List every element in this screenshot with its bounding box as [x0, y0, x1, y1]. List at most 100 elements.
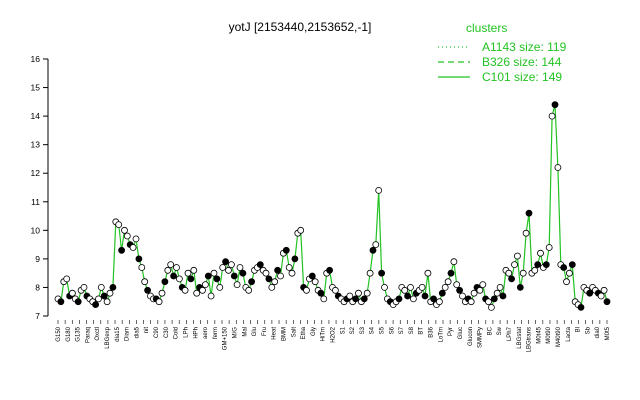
data-point [201, 281, 209, 289]
y-tick-label: 9 [35, 254, 40, 264]
y-axis: 7 8 9 10 11 12 13 14 15 16 [31, 54, 48, 321]
data-point [467, 298, 475, 306]
data-point [63, 275, 71, 283]
data-point [320, 295, 328, 303]
data-point [375, 186, 383, 194]
data-point [118, 246, 125, 254]
data-point [395, 295, 403, 303]
data-point [369, 246, 377, 254]
data-point [496, 283, 504, 291]
data-point [537, 249, 544, 257]
legend-entry-a1143: A1143 size: 119 [482, 40, 567, 54]
data-point [603, 298, 611, 306]
x-tick-label: Salt [291, 327, 297, 338]
data-point [487, 303, 495, 311]
data-point [170, 272, 178, 280]
data-point [563, 278, 570, 286]
x-tick-label: S8 [409, 326, 415, 334]
data-point [256, 261, 264, 269]
data-point [586, 289, 594, 297]
data-point [511, 261, 518, 269]
legend-entry-b326: B326 size: 144 [482, 55, 562, 69]
data-point [508, 275, 516, 283]
data-point [407, 283, 414, 291]
x-tick-label: Pyr [448, 327, 454, 336]
data-point [175, 275, 183, 283]
points-layer [54, 101, 611, 311]
data-point [505, 269, 513, 277]
x-tick-label: Gluc [458, 327, 464, 339]
data-point [479, 281, 487, 289]
x-tick-label: M40t90 [556, 326, 562, 347]
x-tick-label: LBGexp [105, 326, 111, 348]
data-point [516, 283, 524, 291]
data-point [430, 295, 438, 303]
data-point [363, 289, 371, 297]
x-tick-label: C30 [164, 326, 170, 338]
data-point [447, 269, 455, 277]
data-point [542, 261, 550, 269]
data-point [378, 269, 386, 277]
data-point [352, 295, 360, 303]
data-point [597, 292, 605, 300]
y-tick-label: 15 [31, 83, 41, 93]
data-point [109, 283, 117, 291]
data-point [360, 295, 368, 303]
y-tick-label: 10 [31, 225, 41, 235]
x-tick-label: LPh [183, 327, 189, 338]
y-tick-label: 7 [35, 311, 40, 321]
x-tick-label: M/G [232, 327, 238, 339]
data-point [444, 278, 452, 286]
data-point [121, 226, 128, 234]
x-tick-label: LBGstat [517, 327, 523, 349]
x-tick-label: B36 [429, 326, 435, 337]
x-tick-label: C90 [154, 326, 160, 338]
data-point [187, 275, 195, 283]
x-tick-label: aero [203, 326, 209, 339]
y-tick-label: 11 [31, 197, 40, 207]
data-point [80, 283, 88, 291]
data-point [568, 261, 576, 269]
legend-entry-c101: C101 size: 149 [482, 70, 562, 84]
data-point [421, 292, 429, 300]
data-point [190, 266, 198, 274]
x-tick-label: Paraq [85, 327, 91, 343]
x-tick-label: G150 [56, 326, 62, 341]
x-tick-label: S1 [340, 326, 346, 334]
data-point [123, 232, 131, 240]
data-point [297, 226, 305, 234]
data-point [493, 289, 501, 297]
data-point [262, 269, 270, 277]
legend: clusters A1143 size: 119 B326 size: 144 … [438, 21, 567, 84]
data-point [355, 289, 362, 297]
data-point [470, 289, 478, 297]
data-point [219, 264, 227, 271]
data-point [239, 269, 247, 277]
data-point [95, 295, 102, 303]
x-tick-label: LPh7 [507, 326, 513, 341]
x-tick-label: Diam [125, 327, 131, 341]
data-point [401, 286, 409, 294]
x-axis: G150 G180 G135 Paraq Oxctl LBGexp dia15 Diam dia… [56, 320, 611, 352]
data-point [144, 286, 152, 294]
data-point [577, 303, 585, 311]
data-point [210, 269, 218, 277]
data-point [155, 298, 163, 306]
data-point [216, 283, 224, 291]
data-point [282, 246, 290, 254]
y-tick-label: 16 [31, 54, 41, 64]
x-tick-label: Bl [576, 327, 582, 332]
x-tick-label: BC [487, 326, 493, 335]
x-tick-label: Gly [311, 327, 317, 336]
x-tick-label: H2O2 [331, 326, 337, 342]
data-point [418, 283, 426, 291]
data-point [291, 255, 299, 263]
data-point [459, 292, 466, 300]
x-tick-label: Sw [497, 326, 503, 335]
x-tick-label: ferm [213, 327, 219, 339]
data-point [158, 289, 166, 297]
data-point [103, 298, 111, 306]
data-point [100, 292, 108, 300]
x-tick-label: S5 [380, 326, 386, 334]
